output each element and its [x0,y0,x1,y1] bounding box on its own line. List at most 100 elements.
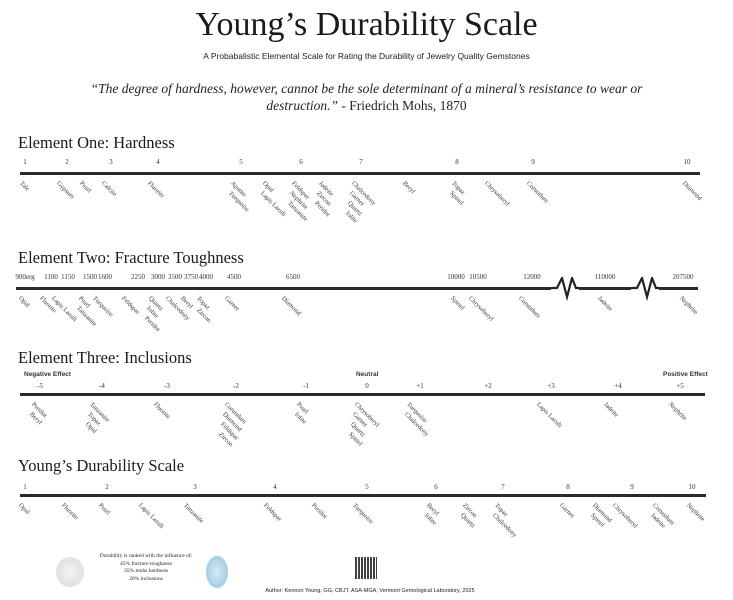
gem-name: Feldspar [120,295,141,316]
tick-label: 10 [683,158,691,166]
axis-break [631,274,659,302]
gem-name: Nephrite [678,295,700,317]
section-heading: Young’s Durability Scale [18,456,185,475]
tick-label: 6500 [286,273,300,281]
neutral-label: Neutral [356,371,379,378]
info-line: Durability is ranked with the influence … [99,553,193,559]
tick-label: 4 [156,158,160,166]
tick-label: 1100 [44,273,58,281]
gem-name: Feldspar [262,502,283,523]
tick-label: 3 [109,158,113,166]
gem-name: Fluorite [146,180,166,200]
tick-label: 6 [299,158,303,166]
gem-name: Spinel [449,295,466,312]
tick-label: 1600 [98,273,112,281]
gem-name: Jadeite [596,295,614,313]
scale-axis [20,172,700,175]
tick-label: 12000 [523,273,541,281]
gem-name: Opal [17,502,31,516]
tick-label: +1 [416,382,424,390]
tick-label: -2 [233,382,239,390]
section-heading: Element One: Hardness [18,133,175,152]
tick-label: 5 [239,158,243,166]
page-subtitle: A Probabalistic Elemental Scale for Rati… [203,51,530,61]
tick-label: 9 [630,483,634,491]
gem-image-aquamarine [206,556,228,588]
gem-name: Turquoise [351,502,375,526]
tick-label: 3000 [151,273,165,281]
tick-label: 4000 [199,273,213,281]
info-line: 20% inclusions [129,575,163,582]
gem-name: Lapis Lazuli [535,401,564,430]
tick-label: -1 [303,382,309,390]
tick-label: 0 [365,382,369,390]
gem-name: Peridot [143,315,162,334]
axis-break [551,274,579,302]
tick-label: 7 [501,483,505,491]
tick-label: 1 [23,158,27,166]
gem-name: Jadeite [602,401,620,419]
gem-name: Turquoise [91,295,115,319]
tick-label: 2 [105,483,109,491]
axis-break-zigzag [631,274,659,302]
scale-axis [20,494,706,497]
gem-name: Beryl [401,180,417,196]
gem-name: Chrysoberyl [467,295,495,323]
axis-break-zigzag [551,274,579,302]
qr-code[interactable] [355,557,377,579]
info-line: 35% mohs hardness [124,568,168,574]
tick-label: 9 [531,158,535,166]
tick-label: 1 [23,483,27,491]
tick-label: 3 [193,483,197,491]
tick-label: +2 [484,382,492,390]
gem-name: Opal [17,295,31,309]
gem-name: Fluorite [152,401,172,421]
gem-name: Pearl [78,180,93,195]
author-credit: Author: Kennon Young, GG, CBJT, ASA-MGA,… [265,588,475,594]
tick-label: 1500 [83,273,97,281]
gem-name: Nephrite [667,401,689,423]
tick-label: 3750 [184,273,198,281]
tick-label: 207500 [672,273,694,281]
gem-name: Gypsum [55,180,76,201]
tick-label: 2 [65,158,69,166]
tick-label: -4 [99,382,105,390]
tick-label: 10000 [447,273,465,281]
tick-label: 8 [455,158,459,166]
gem-name: Diamond [280,295,303,318]
gem-name: Chrysoberyl [611,502,639,530]
tick-label: 7 [359,158,363,166]
tick-label: +3 [547,382,555,390]
gem-name: Pearl [97,502,112,517]
gem-image-diamond [56,557,84,587]
section-heading: Element Three: Inclusions [18,348,192,367]
gem-name: Peridot [310,502,329,521]
tick-label: -5 [37,382,43,390]
gem-name: Fluorite [60,502,80,522]
info-line: 45% fracture toughness [120,560,172,567]
tick-label: 900erg [15,273,35,281]
tick-label: 110000 [594,273,616,281]
tick-label: 4500 [227,273,241,281]
quote: “The degree of hardness, however, cannot… [60,80,673,114]
tick-label: -3 [164,382,170,390]
scale-axis [20,393,705,396]
gem-name: Chrysoberyl [483,180,511,208]
tick-label: 1150 [61,273,75,281]
tick-label: 3500 [168,273,182,281]
tick-label: 10 [688,483,696,491]
tick-label: 6 [434,483,438,491]
gem-name: Talc [18,180,31,193]
gem-name: Garnet [558,502,576,520]
scale-axis [16,287,698,290]
tick-label: +4 [614,382,622,390]
section-heading: Element Two: Fracture Toughness [18,248,244,267]
tick-label: +5 [676,382,684,390]
gem-name: Corundum [517,295,542,320]
negative-effect-label: Negative Effect [24,371,71,378]
gem-name: Corundum [525,180,550,205]
quote-text: “The degree of hardness, however, cannot… [90,81,643,113]
gem-name: Lapis Lazuli [137,502,166,531]
gem-name: Diamond [681,180,704,203]
positive-effect-label: Positive Effect [663,371,708,378]
